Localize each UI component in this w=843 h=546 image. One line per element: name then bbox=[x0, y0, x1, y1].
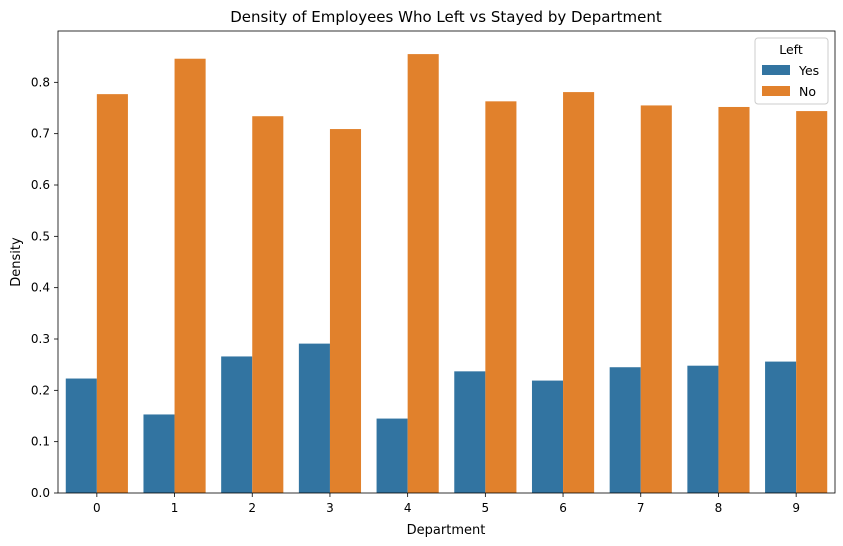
legend-label-no: No bbox=[799, 84, 816, 99]
bar-yes-dept-5 bbox=[454, 371, 486, 493]
bar-no-dept-0 bbox=[96, 94, 128, 493]
x-axis-ticks: 0 1 2 3 4 5 6 7 8 9 bbox=[93, 493, 800, 515]
y-tick-label: 0.7 bbox=[31, 127, 50, 141]
bar-no-dept-6 bbox=[563, 92, 595, 493]
bar-no-dept-2 bbox=[252, 116, 284, 494]
bar-yes-dept-3 bbox=[298, 343, 330, 493]
chart-title: Density of Employees Who Left vs Stayed … bbox=[230, 8, 662, 26]
bar-yes-dept-7 bbox=[609, 367, 641, 493]
bar-yes-dept-8 bbox=[687, 365, 719, 493]
bar-yes-dept-2 bbox=[221, 356, 253, 493]
y-tick-label: 0.2 bbox=[31, 383, 50, 397]
x-tick-label: 4 bbox=[404, 501, 412, 515]
x-tick-label: 5 bbox=[482, 501, 490, 515]
legend-label-yes: Yes bbox=[798, 63, 819, 78]
bar-yes-dept-4 bbox=[376, 418, 408, 493]
y-tick-label: 0.0 bbox=[31, 486, 50, 500]
y-tick-label: 0.1 bbox=[31, 435, 50, 449]
y-tick-label: 0.6 bbox=[31, 178, 50, 192]
bar-yes-dept-9 bbox=[765, 361, 797, 493]
y-tick-label: 0.3 bbox=[31, 332, 50, 346]
x-tick-label: 6 bbox=[559, 501, 567, 515]
legend: Left Yes No bbox=[754, 37, 829, 105]
bar-no-dept-4 bbox=[407, 54, 439, 493]
y-tick-label: 0.8 bbox=[31, 75, 50, 89]
x-axis-label: Department bbox=[407, 523, 486, 538]
x-tick-label: 1 bbox=[171, 501, 179, 515]
y-tick-label: 0.4 bbox=[31, 281, 50, 295]
y-axis-ticks: 0.0 0.1 0.2 0.3 0.4 0.5 0.6 0.7 0.8 bbox=[31, 75, 58, 500]
bar-no-dept-3 bbox=[329, 129, 362, 494]
y-tick-label: 0.5 bbox=[31, 229, 50, 243]
bar-no-dept-9 bbox=[796, 111, 828, 493]
bar-no-dept-7 bbox=[640, 105, 672, 494]
bar-yes-dept-0 bbox=[65, 378, 97, 493]
legend-swatch-no bbox=[762, 86, 790, 96]
bars-group bbox=[65, 54, 828, 494]
plot-frame bbox=[57, 30, 836, 494]
legend-title: Left bbox=[779, 42, 803, 57]
y-axis-label: Density bbox=[9, 237, 24, 287]
bar-no-dept-8 bbox=[718, 106, 750, 493]
x-tick-label: 7 bbox=[637, 501, 645, 515]
x-tick-label: 2 bbox=[248, 501, 256, 515]
x-tick-label: 8 bbox=[715, 501, 723, 515]
bar-yes-dept-6 bbox=[531, 380, 564, 493]
x-tick-label: 0 bbox=[93, 501, 101, 515]
legend-swatch-yes bbox=[762, 65, 790, 75]
x-tick-label: 3 bbox=[326, 501, 334, 515]
bar-no-dept-1 bbox=[174, 58, 206, 493]
bar-no-dept-5 bbox=[485, 101, 517, 493]
bar-yes-dept-1 bbox=[143, 414, 175, 493]
x-tick-label: 9 bbox=[792, 501, 800, 515]
